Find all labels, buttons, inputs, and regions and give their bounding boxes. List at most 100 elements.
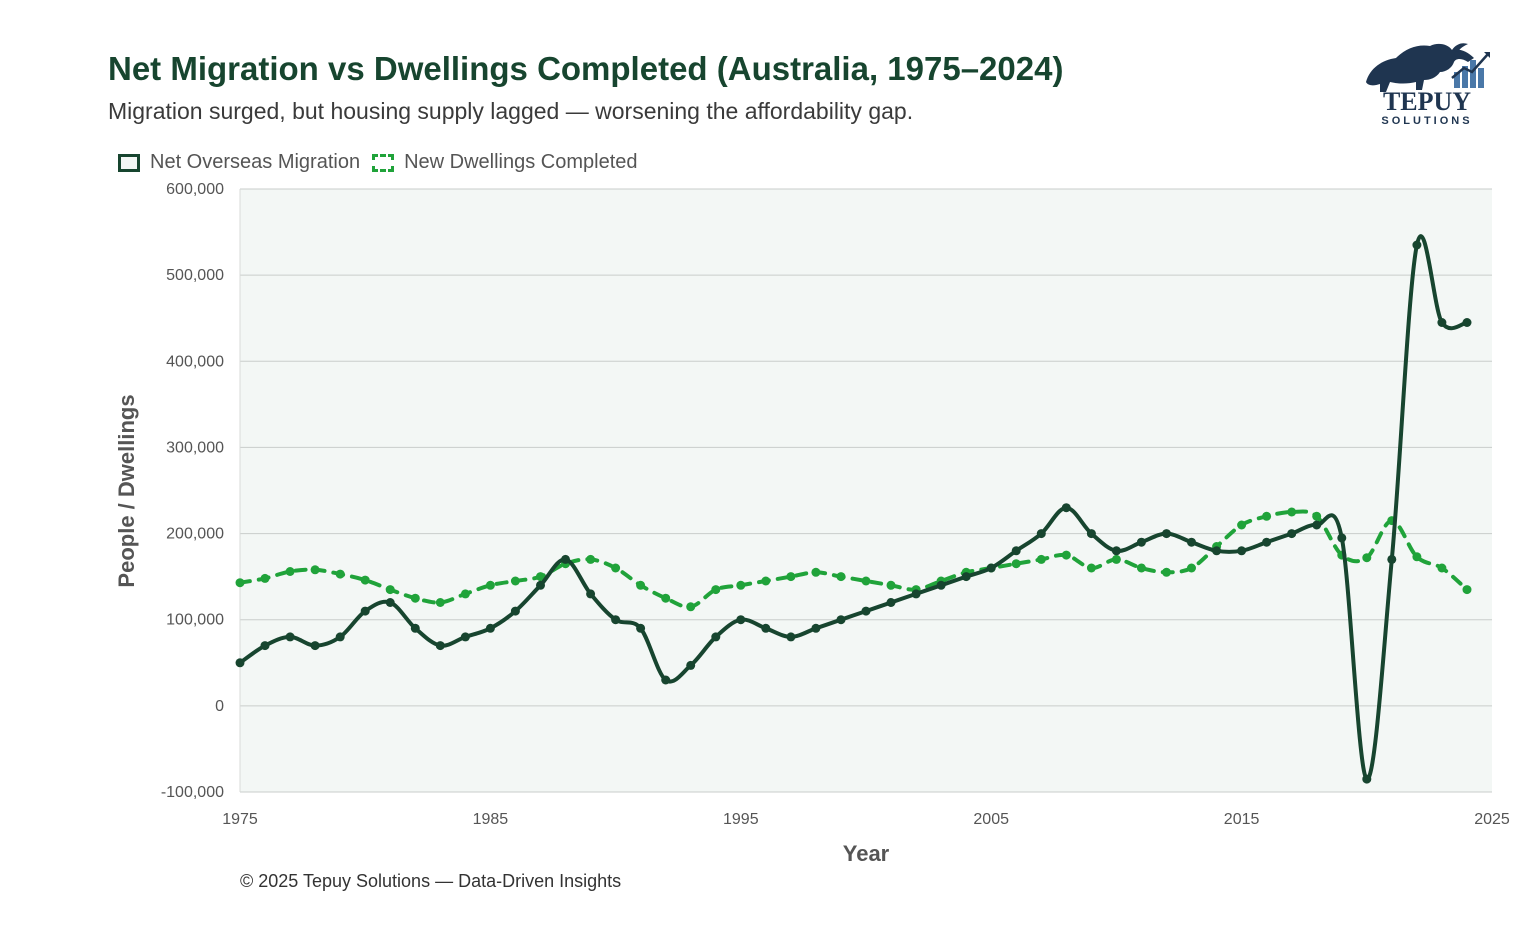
data-point-migration[interactable] xyxy=(536,580,545,590)
y-tick-label: 500,000 xyxy=(166,267,224,284)
data-point-migration[interactable] xyxy=(786,632,796,642)
data-point-dwellings[interactable] xyxy=(360,575,370,585)
data-point-migration[interactable] xyxy=(1111,546,1121,556)
data-point-migration[interactable] xyxy=(1187,537,1196,547)
data-point-migration[interactable] xyxy=(1136,537,1146,547)
data-point-dwellings[interactable] xyxy=(811,567,821,577)
y-tick-label: 200,000 xyxy=(166,526,224,543)
data-point-dwellings[interactable] xyxy=(335,569,345,579)
data-point-dwellings[interactable] xyxy=(1362,553,1372,563)
data-point-migration[interactable] xyxy=(661,675,671,685)
data-point-dwellings[interactable] xyxy=(761,576,771,586)
data-point-migration[interactable] xyxy=(911,589,921,599)
data-point-migration[interactable] xyxy=(385,598,395,607)
legend-label-migration: Net Overseas Migration xyxy=(150,151,361,173)
data-point-dwellings[interactable] xyxy=(385,585,395,595)
data-point-dwellings[interactable] xyxy=(285,567,295,576)
data-point-migration[interactable] xyxy=(736,615,746,625)
data-point-migration[interactable] xyxy=(811,623,821,633)
data-point-dwellings[interactable] xyxy=(410,593,420,603)
data-point-migration[interactable] xyxy=(861,606,871,616)
data-point-migration[interactable] xyxy=(1237,546,1247,556)
data-point-migration[interactable] xyxy=(686,660,696,670)
data-point-dwellings[interactable] xyxy=(1187,563,1196,573)
data-point-dwellings[interactable] xyxy=(435,598,445,607)
y-tick-label: 600,000 xyxy=(166,181,224,198)
data-point-migration[interactable] xyxy=(1412,240,1422,250)
data-point-migration[interactable] xyxy=(936,580,946,590)
data-point-dwellings[interactable] xyxy=(235,578,245,588)
data-point-dwellings[interactable] xyxy=(661,593,671,603)
data-point-migration[interactable] xyxy=(1387,554,1397,564)
data-point-migration[interactable] xyxy=(1061,503,1071,513)
data-point-dwellings[interactable] xyxy=(886,580,896,590)
data-point-dwellings[interactable] xyxy=(485,580,495,590)
data-point-migration[interactable] xyxy=(561,554,570,564)
data-point-migration[interactable] xyxy=(435,641,445,651)
data-point-migration[interactable] xyxy=(986,563,996,573)
data-point-dwellings[interactable] xyxy=(460,589,470,599)
data-point-dwellings[interactable] xyxy=(611,563,621,573)
data-point-migration[interactable] xyxy=(711,632,721,642)
data-point-migration[interactable] xyxy=(1362,774,1372,784)
data-point-migration[interactable] xyxy=(586,589,596,599)
data-point-dwellings[interactable] xyxy=(836,572,846,582)
data-point-dwellings[interactable] xyxy=(586,554,596,564)
data-point-dwellings[interactable] xyxy=(786,572,796,582)
data-point-migration[interactable] xyxy=(235,658,245,668)
data-point-dwellings[interactable] xyxy=(1462,585,1472,595)
data-point-migration[interactable] xyxy=(1262,537,1272,547)
data-point-dwellings[interactable] xyxy=(1061,550,1071,560)
data-point-dwellings[interactable] xyxy=(1312,511,1322,521)
data-point-migration[interactable] xyxy=(335,632,345,642)
data-point-migration[interactable] xyxy=(1212,546,1222,556)
data-point-migration[interactable] xyxy=(285,632,295,642)
data-point-migration[interactable] xyxy=(310,641,320,651)
data-point-dwellings[interactable] xyxy=(1011,559,1021,569)
data-point-migration[interactable] xyxy=(611,615,621,625)
data-point-dwellings[interactable] xyxy=(736,580,746,590)
data-point-dwellings[interactable] xyxy=(1162,567,1171,577)
data-point-migration[interactable] xyxy=(410,623,420,633)
data-point-migration[interactable] xyxy=(1011,546,1021,556)
data-point-dwellings[interactable] xyxy=(536,572,545,582)
data-point-migration[interactable] xyxy=(1312,520,1322,530)
legend-item-dwellings[interactable]: New Dwellings Completed xyxy=(372,151,638,174)
data-point-migration[interactable] xyxy=(510,606,520,616)
data-point-migration[interactable] xyxy=(485,623,495,633)
data-point-dwellings[interactable] xyxy=(1237,520,1247,530)
data-point-migration[interactable] xyxy=(636,623,646,633)
data-point-migration[interactable] xyxy=(1162,529,1171,539)
data-point-migration[interactable] xyxy=(360,606,370,616)
data-point-migration[interactable] xyxy=(1287,529,1297,539)
data-point-dwellings[interactable] xyxy=(1086,563,1096,573)
legend-item-migration[interactable]: Net Overseas Migration xyxy=(118,151,360,174)
data-point-dwellings[interactable] xyxy=(510,576,520,586)
data-point-dwellings[interactable] xyxy=(1111,554,1121,564)
data-point-migration[interactable] xyxy=(1437,318,1447,327)
data-point-dwellings[interactable] xyxy=(260,573,270,583)
data-point-migration[interactable] xyxy=(460,632,470,642)
x-tick-label: 1985 xyxy=(473,811,509,828)
data-point-migration[interactable] xyxy=(761,623,771,633)
data-point-dwellings[interactable] xyxy=(1262,511,1272,521)
data-point-dwellings[interactable] xyxy=(1136,563,1146,573)
data-point-dwellings[interactable] xyxy=(861,576,871,586)
data-point-migration[interactable] xyxy=(1462,318,1472,327)
data-point-dwellings[interactable] xyxy=(1287,507,1297,517)
data-point-dwellings[interactable] xyxy=(636,580,646,590)
data-point-dwellings[interactable] xyxy=(310,565,320,575)
data-point-migration[interactable] xyxy=(1086,529,1096,539)
data-point-migration[interactable] xyxy=(886,598,896,607)
data-point-dwellings[interactable] xyxy=(1437,563,1447,573)
data-point-dwellings[interactable] xyxy=(686,602,696,612)
data-point-dwellings[interactable] xyxy=(711,585,721,595)
data-point-migration[interactable] xyxy=(1337,533,1347,543)
data-point-migration[interactable] xyxy=(260,641,270,651)
data-point-dwellings[interactable] xyxy=(1412,552,1422,562)
data-point-migration[interactable] xyxy=(961,572,971,582)
data-point-dwellings[interactable] xyxy=(1036,554,1046,564)
data-point-migration[interactable] xyxy=(1036,529,1046,539)
x-tick-label: 2005 xyxy=(973,811,1009,828)
data-point-migration[interactable] xyxy=(836,615,846,625)
